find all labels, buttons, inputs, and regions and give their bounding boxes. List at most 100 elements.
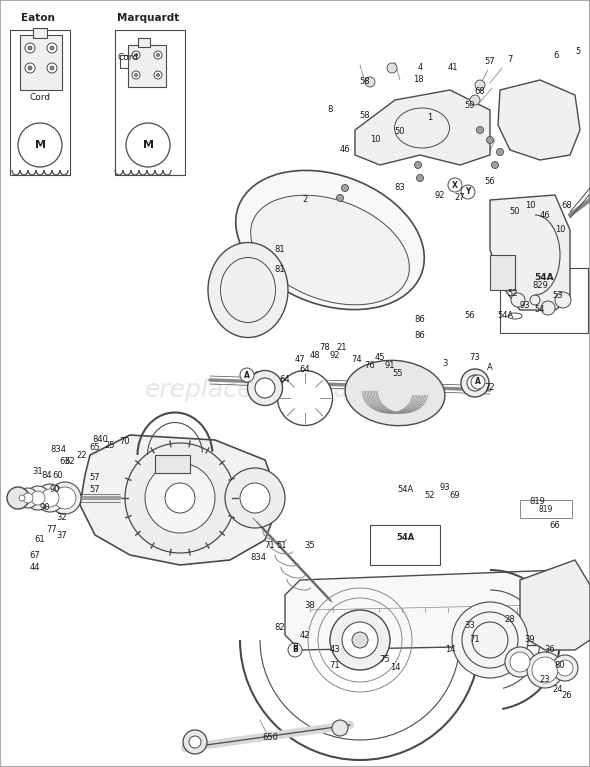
Circle shape: [532, 657, 558, 683]
Circle shape: [132, 71, 140, 79]
Text: 68: 68: [562, 200, 572, 209]
Circle shape: [497, 149, 503, 156]
Ellipse shape: [467, 375, 483, 391]
Circle shape: [23, 493, 33, 503]
Circle shape: [555, 292, 571, 308]
Text: 57: 57: [485, 58, 496, 67]
Ellipse shape: [251, 195, 409, 304]
Circle shape: [19, 495, 25, 501]
Text: 72: 72: [485, 384, 496, 393]
Text: 57: 57: [90, 486, 100, 495]
Text: 39: 39: [525, 636, 535, 644]
Circle shape: [25, 63, 35, 73]
Circle shape: [47, 43, 57, 53]
Circle shape: [491, 162, 499, 169]
Text: 77: 77: [47, 525, 57, 535]
Circle shape: [41, 489, 59, 507]
Circle shape: [452, 602, 528, 678]
Circle shape: [36, 484, 64, 512]
Text: B: B: [292, 646, 298, 654]
Text: 61: 61: [35, 535, 45, 545]
Text: 54A: 54A: [397, 486, 413, 495]
Text: A: A: [244, 370, 250, 380]
Circle shape: [49, 482, 81, 514]
Text: 834: 834: [50, 446, 66, 455]
Circle shape: [125, 443, 235, 553]
Ellipse shape: [247, 370, 283, 406]
Circle shape: [135, 54, 137, 57]
Text: 66: 66: [550, 521, 560, 529]
Text: M: M: [34, 140, 45, 150]
Text: 53: 53: [553, 291, 563, 301]
Text: 22: 22: [77, 450, 87, 459]
Text: 48: 48: [310, 351, 320, 360]
Text: 69: 69: [450, 491, 460, 499]
Text: 58: 58: [360, 77, 371, 87]
Text: 27: 27: [455, 193, 466, 202]
Ellipse shape: [277, 370, 333, 426]
Circle shape: [387, 63, 397, 73]
Text: 819: 819: [529, 498, 545, 506]
Text: 35: 35: [304, 541, 315, 549]
Circle shape: [511, 293, 525, 307]
Text: 7: 7: [507, 55, 513, 64]
Text: 56: 56: [465, 311, 476, 320]
Text: 62: 62: [65, 457, 76, 466]
Circle shape: [557, 660, 573, 676]
Text: 86: 86: [415, 331, 425, 340]
Circle shape: [47, 63, 57, 73]
Circle shape: [240, 483, 270, 513]
Circle shape: [18, 123, 62, 167]
Bar: [500, 268, 588, 333]
Text: 65: 65: [90, 443, 100, 453]
Text: 92: 92: [435, 190, 445, 199]
Circle shape: [475, 80, 485, 90]
Text: 93: 93: [520, 301, 530, 310]
Bar: [155, 455, 190, 473]
Polygon shape: [285, 570, 575, 650]
Bar: [128, 45, 166, 87]
Circle shape: [541, 301, 555, 315]
Text: 46: 46: [340, 146, 350, 154]
Polygon shape: [80, 435, 280, 565]
Circle shape: [254, 371, 261, 378]
Text: 8: 8: [327, 106, 333, 114]
Circle shape: [50, 66, 54, 70]
Circle shape: [31, 491, 45, 505]
Text: 59: 59: [465, 100, 476, 110]
Circle shape: [165, 483, 195, 513]
Circle shape: [18, 488, 38, 508]
Text: Cord: Cord: [30, 93, 51, 101]
Text: 86: 86: [415, 315, 425, 324]
Text: 54A: 54A: [396, 532, 414, 542]
Text: 73: 73: [470, 354, 480, 363]
Circle shape: [28, 66, 32, 70]
Text: 57: 57: [90, 473, 100, 482]
Text: 840: 840: [92, 436, 108, 445]
Ellipse shape: [255, 378, 275, 398]
Text: 14: 14: [445, 646, 455, 654]
Bar: [520, 500, 572, 518]
Circle shape: [145, 463, 215, 533]
Text: 51: 51: [277, 541, 287, 549]
Circle shape: [50, 46, 54, 50]
Text: A: A: [475, 377, 481, 387]
Circle shape: [461, 185, 475, 199]
Text: 67: 67: [30, 551, 40, 559]
Text: 38: 38: [304, 601, 316, 610]
Circle shape: [132, 51, 140, 59]
Text: ereplacementparts.com: ereplacementparts.com: [145, 378, 445, 402]
Text: 47: 47: [294, 355, 305, 364]
Circle shape: [510, 652, 530, 672]
Text: 44: 44: [30, 564, 40, 572]
Text: 52: 52: [425, 491, 435, 499]
Text: 46: 46: [540, 210, 550, 219]
Text: 81: 81: [275, 245, 286, 255]
Text: X: X: [452, 180, 458, 189]
Circle shape: [417, 175, 424, 182]
Text: 10: 10: [370, 136, 380, 144]
Text: 6: 6: [553, 51, 559, 60]
Text: 64: 64: [280, 376, 290, 384]
Polygon shape: [520, 560, 590, 650]
Text: 56: 56: [485, 177, 496, 186]
